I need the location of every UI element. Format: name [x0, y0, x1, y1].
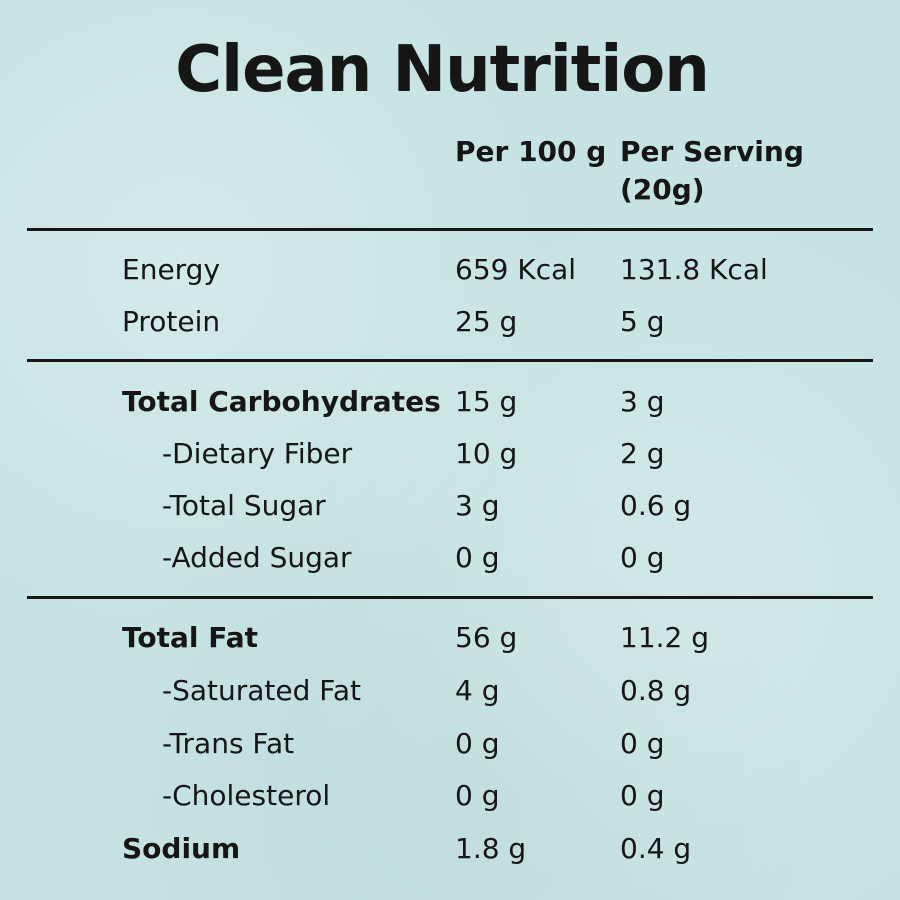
per-serving-value: 0 g: [620, 727, 665, 760]
per-serving-value: 0 g: [620, 541, 665, 574]
per-100g-value: 659 Kcal: [455, 253, 577, 286]
table-row: Total Fat 56 g 11.2 g: [0, 618, 900, 658]
nutrient-label: -Saturated Fat: [162, 674, 361, 707]
table-row: Total Carbohydrates 15 g 3 g: [0, 382, 900, 422]
table-row: -Cholesterol 0 g 0 g: [0, 776, 900, 816]
per-100g-value: 25 g: [455, 305, 518, 338]
per-serving-value: 0.8 g: [620, 674, 692, 707]
column-header-per-serving: Per Serving (20g): [620, 135, 804, 206]
table-row: Protein 25 g 5 g: [0, 302, 900, 342]
table-row: -Trans Fat 0 g 0 g: [0, 724, 900, 764]
table-row: Energy 659 Kcal 131.8 Kcal: [0, 250, 900, 290]
per-serving-value: 11.2 g: [620, 621, 710, 654]
per-serving-value: 2 g: [620, 437, 665, 470]
per-100g-value: 0 g: [455, 541, 500, 574]
per-serving-value: 3 g: [620, 385, 665, 418]
page-title: Clean Nutrition: [175, 33, 710, 107]
per-serving-value: 131.8 Kcal: [620, 253, 768, 286]
divider-line: [27, 359, 873, 362]
divider-line: [27, 228, 873, 231]
nutrient-label: -Trans Fat: [162, 727, 295, 760]
nutrient-label: -Added Sugar: [162, 541, 352, 574]
nutrient-label: Total Fat: [122, 621, 259, 654]
per-100g-value: 0 g: [455, 727, 500, 760]
table-row: -Dietary Fiber 10 g 2 g: [0, 434, 900, 474]
nutrient-label: Energy: [122, 253, 221, 286]
table-row: -Saturated Fat 4 g 0.8 g: [0, 671, 900, 711]
per-serving-value: 0.6 g: [620, 489, 692, 522]
nutrient-label: Total Carbohydrates: [122, 385, 441, 418]
per-100g-value: 15 g: [455, 385, 518, 418]
table-row: Sodium 1.8 g 0.4 g: [0, 829, 900, 869]
column-header-per-100g: Per 100 g: [455, 135, 607, 168]
nutrient-label: -Total Sugar: [162, 489, 326, 522]
per-serving-value: 5 g: [620, 305, 665, 338]
nutrient-label: -Dietary Fiber: [162, 437, 353, 470]
divider-line: [27, 596, 873, 599]
per-serving-value: 0.4 g: [620, 832, 692, 865]
per-100g-value: 1.8 g: [455, 832, 527, 865]
table-row: -Added Sugar 0 g 0 g: [0, 538, 900, 578]
per-serving-value: 0 g: [620, 779, 665, 812]
per-100g-value: 3 g: [455, 489, 500, 522]
nutrient-label: Protein: [122, 305, 221, 338]
nutrient-label: Sodium: [122, 832, 241, 865]
per-100g-value: 56 g: [455, 621, 518, 654]
table-row: -Total Sugar 3 g 0.6 g: [0, 486, 900, 526]
nutrient-label: -Cholesterol: [162, 779, 331, 812]
per-100g-value: 10 g: [455, 437, 518, 470]
per-100g-value: 4 g: [455, 674, 500, 707]
per-100g-value: 0 g: [455, 779, 500, 812]
